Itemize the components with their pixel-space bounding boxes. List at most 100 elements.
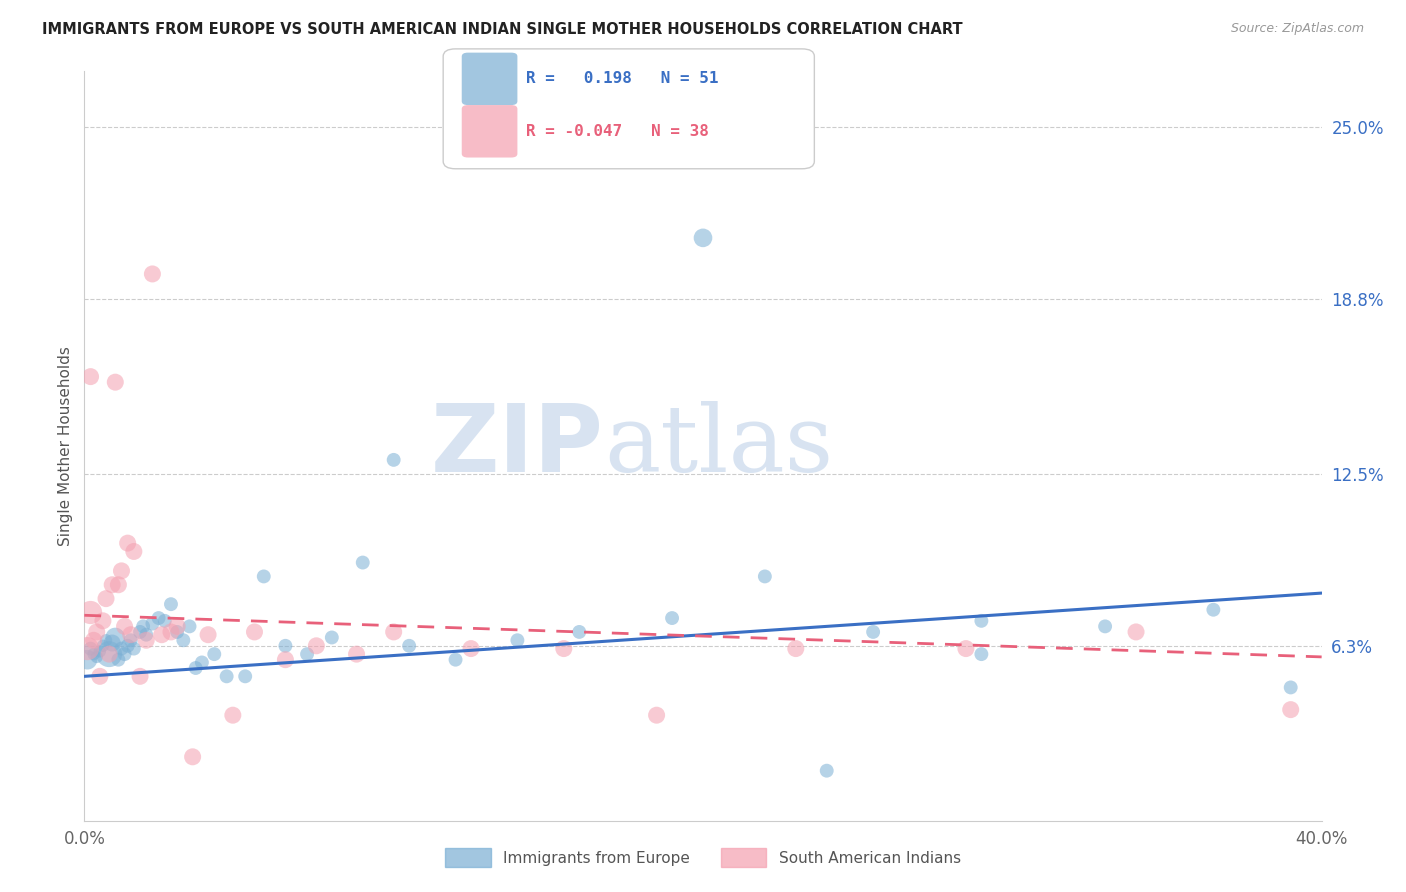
Point <box>181 749 204 764</box>
Point <box>233 669 256 683</box>
Point <box>132 619 155 633</box>
Point <box>129 624 152 639</box>
Point <box>101 636 124 650</box>
Point <box>135 628 157 642</box>
Point <box>150 628 173 642</box>
Point <box>83 633 105 648</box>
Text: IMMIGRANTS FROM EUROPE VS SOUTH AMERICAN INDIAN SINGLE MOTHER HOUSEHOLDS CORRELA: IMMIGRANTS FROM EUROPE VS SOUTH AMERICAN… <box>42 22 963 37</box>
Point <box>104 375 127 389</box>
Point <box>179 619 201 633</box>
Point <box>76 641 98 656</box>
Point <box>79 606 101 620</box>
Text: R =   0.198   N = 51: R = 0.198 N = 51 <box>526 71 718 87</box>
Point <box>122 641 145 656</box>
Point <box>76 653 98 667</box>
Point <box>1279 703 1302 717</box>
Point <box>94 591 117 606</box>
Point <box>98 647 121 661</box>
Point <box>148 611 170 625</box>
Point <box>645 708 668 723</box>
Point <box>141 267 163 281</box>
Point <box>955 641 977 656</box>
Point <box>104 631 127 645</box>
Point <box>382 453 405 467</box>
Text: atlas: atlas <box>605 401 834 491</box>
Point <box>114 619 136 633</box>
Point <box>243 624 266 639</box>
Point <box>110 641 132 656</box>
Point <box>107 578 129 592</box>
Point <box>141 616 163 631</box>
Point <box>222 708 245 723</box>
Point <box>346 647 368 661</box>
Point <box>89 644 111 658</box>
Y-axis label: Single Mother Households: Single Mother Households <box>58 346 73 546</box>
Point <box>135 633 157 648</box>
Point <box>91 639 114 653</box>
Point <box>398 639 420 653</box>
Point <box>382 624 405 639</box>
Text: R = -0.047   N = 38: R = -0.047 N = 38 <box>526 124 709 139</box>
Point <box>553 641 575 656</box>
Point <box>91 614 114 628</box>
Point <box>94 633 117 648</box>
Text: Source: ZipAtlas.com: Source: ZipAtlas.com <box>1230 22 1364 36</box>
Point <box>1279 681 1302 695</box>
Point <box>862 624 884 639</box>
Point <box>172 633 194 648</box>
Point <box>460 641 482 656</box>
Point <box>1125 624 1147 639</box>
Point <box>321 631 343 645</box>
Point <box>86 624 108 639</box>
Point <box>101 578 124 592</box>
Point <box>114 647 136 661</box>
Point <box>661 611 683 625</box>
Point <box>117 639 139 653</box>
Point <box>160 624 183 639</box>
Point <box>110 564 132 578</box>
Point <box>444 653 467 667</box>
Point <box>815 764 838 778</box>
Point <box>506 633 529 648</box>
Point <box>352 556 374 570</box>
Point <box>129 669 152 683</box>
Point <box>89 669 111 683</box>
Point <box>120 628 142 642</box>
Point <box>215 669 238 683</box>
Point <box>253 569 276 583</box>
Point <box>166 619 188 633</box>
Point <box>184 661 207 675</box>
Point <box>86 649 108 664</box>
Point <box>98 647 121 661</box>
Point <box>191 656 214 670</box>
Point <box>274 639 297 653</box>
Point <box>120 633 142 648</box>
Point <box>153 614 176 628</box>
Point <box>970 614 993 628</box>
Legend: Immigrants from Europe, South American Indians: Immigrants from Europe, South American I… <box>439 842 967 873</box>
FancyBboxPatch shape <box>461 53 517 105</box>
Point <box>202 647 225 661</box>
Point <box>79 369 101 384</box>
Point <box>79 641 101 656</box>
Point <box>295 647 318 661</box>
Point <box>122 544 145 558</box>
Point <box>107 653 129 667</box>
Point <box>274 653 297 667</box>
Point <box>305 639 328 653</box>
Point <box>1094 619 1116 633</box>
Point <box>754 569 776 583</box>
Point <box>692 231 714 245</box>
Point <box>197 628 219 642</box>
Point <box>568 624 591 639</box>
Point <box>160 597 183 611</box>
Point <box>785 641 807 656</box>
Point <box>166 624 188 639</box>
Text: ZIP: ZIP <box>432 400 605 492</box>
FancyBboxPatch shape <box>461 105 517 158</box>
Point <box>83 647 105 661</box>
Point <box>1202 603 1225 617</box>
FancyBboxPatch shape <box>443 49 814 169</box>
Point <box>970 647 993 661</box>
Point <box>117 536 139 550</box>
